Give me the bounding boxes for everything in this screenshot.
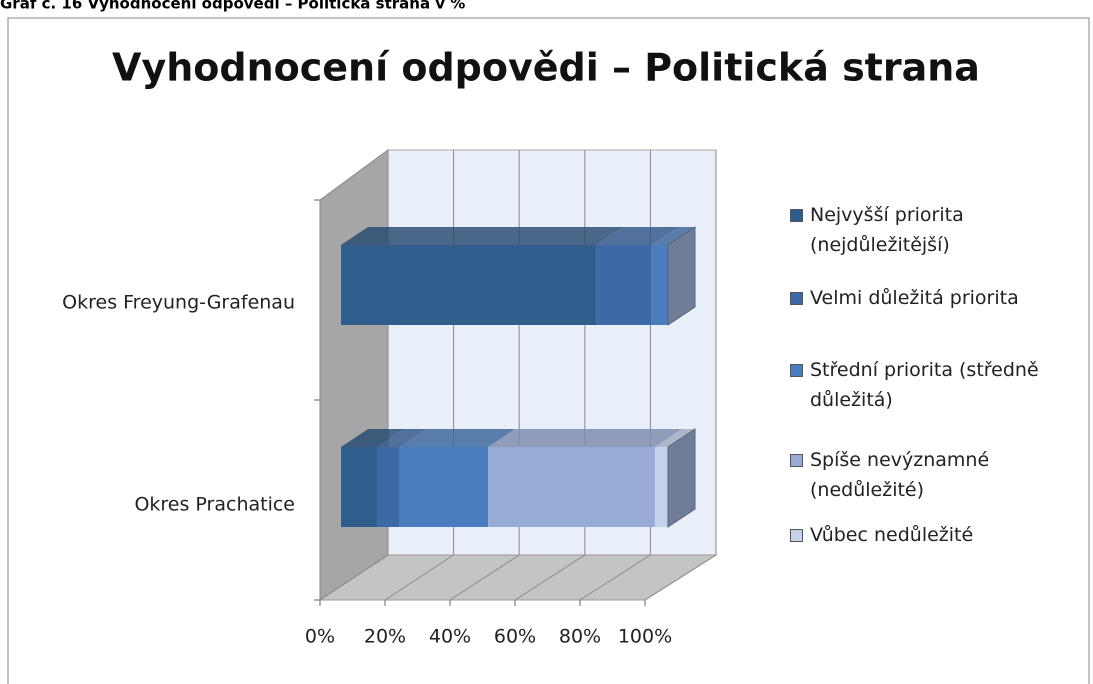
grid-line [449, 554, 520, 601]
bar-top [654, 429, 695, 447]
x-tick-label: 100% [618, 626, 672, 648]
legend-label: Velmi důležitá priorita [810, 287, 1019, 309]
x-tick-label: 20% [364, 626, 406, 648]
legend-label: Vůbec nedůležité [810, 524, 974, 546]
legend-swatch [790, 454, 803, 467]
legend-item: Velmi důležitá priorita [790, 283, 1093, 313]
x-tick-label: 40% [429, 626, 471, 648]
bar [341, 245, 597, 325]
y-tick-label: Okres Prachatice [134, 494, 295, 516]
bar-top-shade [488, 429, 682, 447]
bar-top [651, 227, 695, 245]
bar-top-shade [654, 429, 695, 447]
bar-top [399, 429, 516, 447]
bar-top-shade [399, 429, 516, 447]
bar-top [341, 429, 404, 447]
bar-top-shade [596, 227, 679, 245]
bar-side [667, 428, 696, 528]
x-tick-label: 60% [494, 626, 536, 648]
legend-swatch [790, 364, 803, 377]
grid-line [384, 554, 454, 601]
side-wall [319, 149, 389, 601]
grid-line [579, 554, 651, 601]
legend-item: Střední priorita (středně důležitá) [790, 355, 1093, 415]
bar-side [667, 226, 696, 326]
legend-label: Střední priorita (středně důležitá) [810, 359, 1039, 411]
legend-item: Vůbec nedůležité [790, 520, 1093, 550]
legend-swatch [790, 292, 803, 305]
x-tick-label: 80% [559, 626, 601, 648]
bar [596, 245, 652, 325]
grid-line [644, 554, 717, 601]
caption: Graf č. 16 Vyhodnocení odpovědí – Politi… [0, 0, 465, 13]
legend-label: Nejvyšší priorita (nejdůležitější) [810, 204, 964, 256]
bar-top [341, 227, 624, 245]
bar [376, 447, 400, 527]
bar-top [596, 227, 679, 245]
x-tick-label: 0% [305, 626, 335, 648]
legend-item: Nejvyšší priorita (nejdůležitější) [790, 200, 1093, 260]
chart-title: Vyhodnocení odpovědi – Politická strana [112, 46, 980, 90]
bar [651, 245, 668, 325]
bar [399, 447, 489, 527]
bar-top [376, 429, 427, 447]
bar [341, 447, 377, 527]
bar-top-shade [341, 227, 624, 245]
grid-line [514, 554, 586, 601]
legend-swatch [790, 209, 803, 222]
bar-top-shade [651, 227, 695, 245]
legend-item: Spíše nevýznamné (nedůležité) [790, 445, 1093, 505]
bar-top-shade [341, 429, 404, 447]
bar-top [488, 429, 682, 447]
bar [488, 447, 655, 527]
y-tick-label: Okres Freyung-Grafenau [62, 292, 295, 314]
grid-line [319, 554, 389, 601]
bar [654, 447, 668, 527]
legend-swatch [790, 529, 803, 542]
legend-label: Spíše nevýznamné (nedůležité) [810, 449, 990, 501]
bar-top-shade [376, 429, 427, 447]
